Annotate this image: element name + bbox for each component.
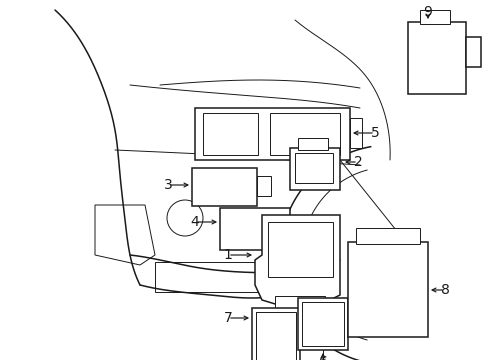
Text: 7: 7 [223,311,232,325]
Bar [407,22,465,94]
Bar [349,118,361,148]
Text: 2: 2 [353,155,362,169]
Bar [419,10,449,24]
Bar [274,296,325,314]
Text: 6: 6 [318,355,327,360]
Bar [297,298,347,350]
Bar [192,168,257,206]
Polygon shape [254,215,339,310]
Text: 9: 9 [423,5,431,19]
Bar [257,176,270,196]
Bar [355,228,419,244]
Bar [294,153,332,183]
Bar [465,37,480,67]
Bar [256,312,295,360]
Bar [297,138,327,150]
Bar [195,108,349,160]
Text: 3: 3 [163,178,172,192]
Bar [289,148,339,190]
Bar [203,113,258,155]
Text: 8: 8 [440,283,448,297]
Text: 4: 4 [190,215,199,229]
Bar [347,242,427,337]
Text: 5: 5 [370,126,379,140]
Bar [302,302,343,346]
Bar [155,262,285,292]
Bar [267,222,332,277]
Bar [220,208,289,250]
Bar [269,113,339,155]
Bar [251,308,299,360]
Text: 1: 1 [223,248,232,262]
